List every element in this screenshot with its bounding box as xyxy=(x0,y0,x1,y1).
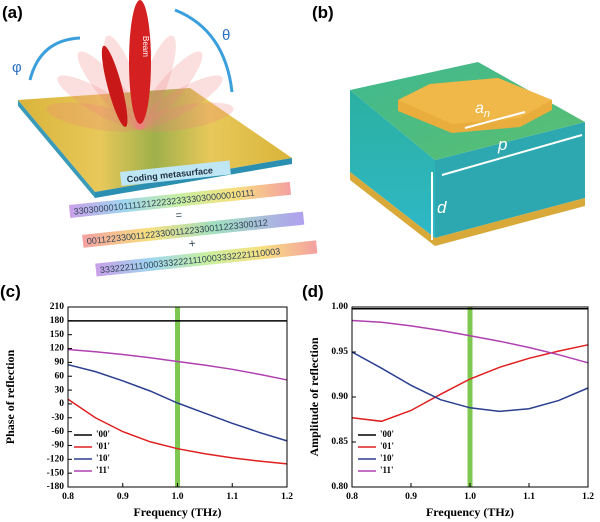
legend-label: '00' xyxy=(96,429,110,439)
y-axis-title: Amplitude of reflection xyxy=(307,337,321,456)
x-tick-label: 1.0 xyxy=(464,492,476,502)
phi-label: φ xyxy=(12,59,22,76)
code-bar xyxy=(68,181,292,218)
panel-label: (c) xyxy=(0,282,21,301)
y-tick-label: -150 xyxy=(47,468,65,478)
patch xyxy=(398,78,552,124)
y-tick-label: -60 xyxy=(51,427,64,437)
y-tick-label: 0 xyxy=(59,399,64,409)
beam xyxy=(101,45,128,127)
x-tick-label: 0.9 xyxy=(117,492,129,502)
y-tick-label: -180 xyxy=(47,482,65,492)
metasurface-side xyxy=(18,100,95,198)
y-tick-label: 150 xyxy=(50,330,65,340)
panel-label: (d) xyxy=(302,282,324,301)
cube-left xyxy=(350,90,435,238)
y-tick-label: 210 xyxy=(50,302,65,312)
label-box xyxy=(120,160,231,186)
y-tick-label: 0.95 xyxy=(331,347,348,357)
dimension xyxy=(441,134,583,176)
y-tick-label: 30 xyxy=(55,385,65,395)
series-line xyxy=(351,319,589,364)
series-line xyxy=(351,344,589,423)
x-tick-label: 0.9 xyxy=(405,492,417,502)
legend-label: '11' xyxy=(96,465,110,475)
code-bar xyxy=(82,211,305,248)
y-tick-label: 120 xyxy=(50,344,65,354)
y-tick-label: 0.90 xyxy=(331,392,348,402)
panel-a: (a) Beam φ θ Coding metasurface 33030000… xyxy=(2,0,318,277)
panel-label: (a) xyxy=(2,3,23,22)
x-tick-label: 0.8 xyxy=(62,492,74,502)
beam xyxy=(129,0,151,124)
legend-label: '10' xyxy=(380,453,394,463)
y-tick-label: -30 xyxy=(51,413,64,423)
plus: + xyxy=(188,236,196,251)
series-line xyxy=(67,363,288,442)
x-tick-label: 0.8 xyxy=(346,492,358,502)
y-tick-label: 60 xyxy=(55,371,65,381)
y-axis-title: Phase of reflection xyxy=(3,349,17,444)
series-line xyxy=(351,351,589,413)
theta-arrow xyxy=(174,8,234,93)
y-tick-label: 0.85 xyxy=(331,437,348,447)
legend-label: '01' xyxy=(380,441,394,451)
x-axis-title: Frequency (THz) xyxy=(426,505,514,519)
y-tick-label: 1.00 xyxy=(331,302,348,312)
cube-base xyxy=(435,198,585,246)
phi-arrow xyxy=(28,36,81,81)
x-axis-title: Frequency (THz) xyxy=(133,505,221,519)
panel-label: (b) xyxy=(312,3,334,22)
x-tick-label: 1.1 xyxy=(226,492,238,502)
panel-b: (b) an p d xyxy=(312,3,585,246)
a-label: an xyxy=(475,100,490,120)
legend-label: '10' xyxy=(96,453,110,463)
legend-label: '11' xyxy=(380,465,394,475)
code-bar xyxy=(95,240,318,277)
dimension xyxy=(464,111,526,129)
legend-label: '00' xyxy=(380,429,394,439)
cube-right xyxy=(435,122,585,238)
x-tick-label: 1.2 xyxy=(582,492,594,502)
a-text: a xyxy=(475,100,484,117)
theta-label: θ xyxy=(222,27,230,44)
y-tick-label: -120 xyxy=(47,454,65,464)
y-tick-label: 90 xyxy=(55,358,65,368)
y-tick-label: 0.80 xyxy=(331,482,348,492)
a-sub: n xyxy=(484,108,490,120)
y-tick-label: 180 xyxy=(50,316,65,326)
series-line xyxy=(67,398,288,465)
series-line xyxy=(67,348,288,381)
x-tick-label: 1.0 xyxy=(172,492,184,502)
x-tick-label: 1.2 xyxy=(281,492,293,502)
cube-base xyxy=(350,172,435,246)
x-tick-label: 1.1 xyxy=(523,492,535,502)
beam-label: Beam xyxy=(141,36,150,57)
y-tick-label: -90 xyxy=(51,441,64,451)
equals: = xyxy=(175,209,183,222)
p-label: p xyxy=(497,135,507,154)
legend-label: '01' xyxy=(96,441,110,451)
d-label: d xyxy=(437,198,447,217)
